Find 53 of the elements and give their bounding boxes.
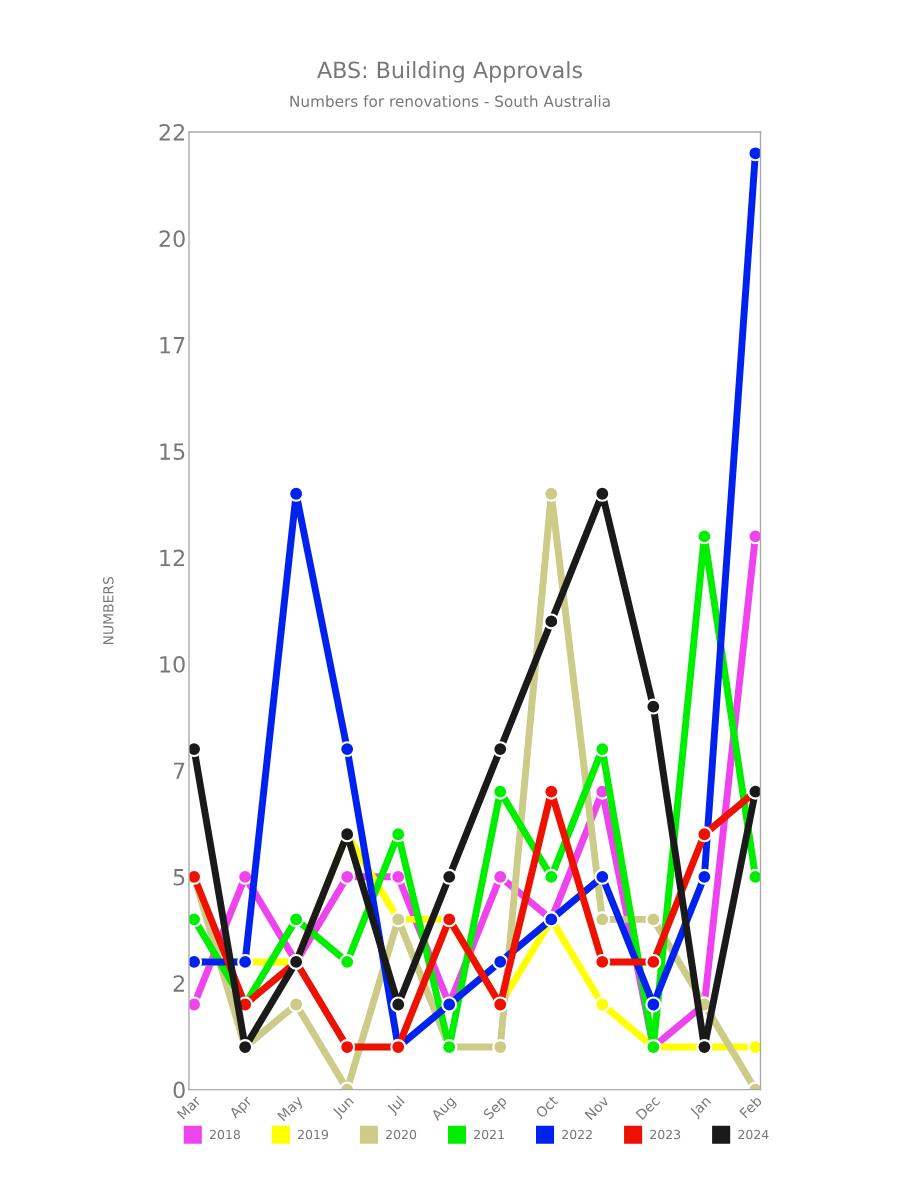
point bbox=[696, 868, 713, 885]
legend-label: 2020 bbox=[386, 1129, 417, 1140]
point bbox=[390, 996, 407, 1013]
y-tick-label: 2 bbox=[173, 975, 184, 992]
point bbox=[594, 485, 611, 502]
legend-label: 2019 bbox=[298, 1129, 329, 1140]
x-tick-label: Jul bbox=[385, 1095, 407, 1117]
y-axis-title: NUMBERS bbox=[103, 576, 114, 645]
y-tick-label: 7 bbox=[173, 762, 185, 779]
point bbox=[288, 996, 305, 1013]
legend-label: 2023 bbox=[650, 1129, 681, 1140]
legend-label: 2018 bbox=[209, 1129, 240, 1140]
legend-label: 2024 bbox=[738, 1129, 769, 1140]
point bbox=[288, 911, 305, 928]
point bbox=[645, 911, 662, 928]
chart-title: ABS: Building Approvals bbox=[317, 61, 582, 83]
point bbox=[543, 868, 560, 885]
point bbox=[492, 953, 509, 970]
point bbox=[390, 826, 407, 843]
point bbox=[645, 698, 662, 715]
y-tick-label: 22 bbox=[159, 123, 184, 141]
legend-label: 2021 bbox=[474, 1129, 504, 1140]
point bbox=[696, 528, 713, 545]
x-tick-label: Jan bbox=[689, 1095, 713, 1120]
y-tick-label: 10 bbox=[160, 655, 185, 673]
chart-subtitle: Numbers for renovations - South Australia bbox=[290, 95, 610, 108]
y-tick-label: 15 bbox=[160, 443, 185, 460]
x-tick-label: Jun bbox=[331, 1095, 356, 1120]
point bbox=[543, 783, 560, 800]
x-tick-label: Oct bbox=[535, 1094, 559, 1119]
point bbox=[594, 953, 611, 970]
point bbox=[594, 996, 611, 1013]
point bbox=[441, 868, 458, 885]
y-tick-label: 17 bbox=[160, 337, 185, 354]
point bbox=[645, 996, 662, 1013]
x-tick-label: Sep bbox=[482, 1095, 510, 1122]
y-tick-label: 5 bbox=[173, 869, 185, 886]
y-tick-label: 20 bbox=[159, 230, 185, 248]
y-tick-label: 12 bbox=[160, 549, 184, 567]
point bbox=[594, 741, 611, 758]
point bbox=[594, 911, 611, 928]
point bbox=[492, 741, 509, 758]
legend-label: 2022 bbox=[562, 1129, 592, 1140]
point bbox=[645, 953, 662, 970]
point bbox=[492, 783, 509, 800]
x-tick-label: Feb bbox=[738, 1095, 763, 1119]
x-tick-label: Nov bbox=[584, 1095, 610, 1121]
point bbox=[543, 485, 560, 502]
x-tick-label: Dec bbox=[635, 1095, 661, 1121]
point bbox=[696, 826, 713, 843]
point bbox=[543, 613, 560, 630]
point bbox=[594, 868, 611, 885]
x-tick-label: Apr bbox=[228, 1094, 255, 1121]
